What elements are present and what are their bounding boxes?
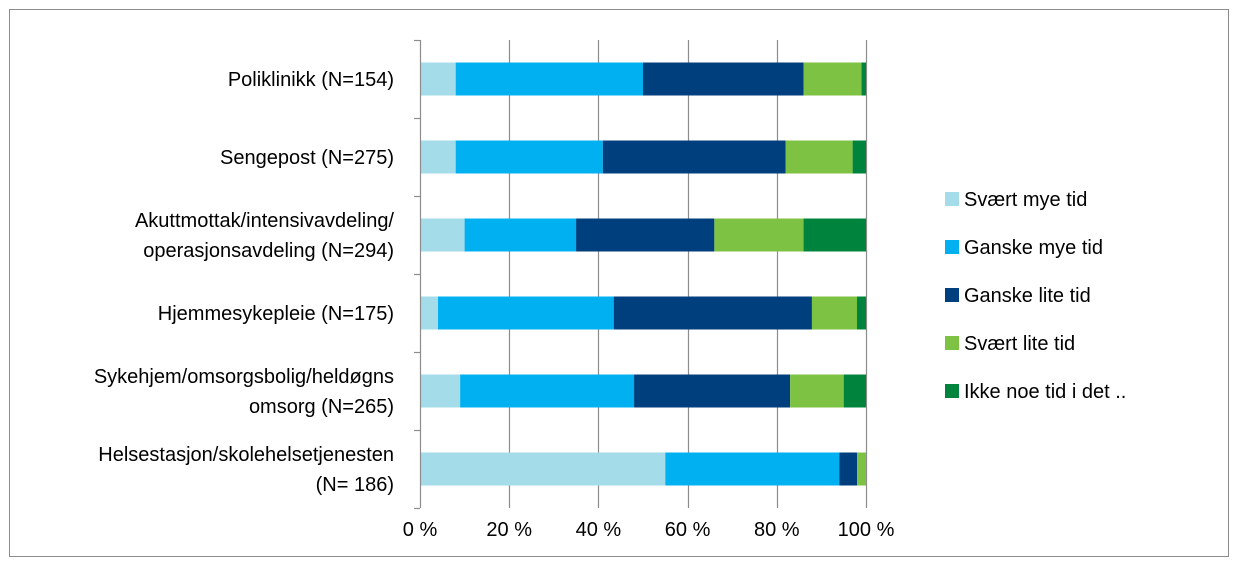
bar-segment	[857, 452, 866, 486]
category-label: Hjemmesykepleie (N=175)	[158, 303, 394, 325]
x-tick-label: 100 %	[838, 519, 895, 541]
category-label: operasjonsavdeling (N=294)	[143, 240, 394, 262]
category-label: Sengepost (N=275)	[220, 147, 394, 169]
legend-label: Svært lite tid	[964, 333, 1075, 355]
bar-segment	[790, 374, 844, 408]
bar-segment	[455, 140, 603, 174]
bars	[420, 62, 866, 486]
bar-segment	[856, 296, 866, 330]
x-tick-label: 20 %	[486, 519, 532, 541]
bar-segment	[811, 296, 857, 330]
gridlines	[508, 40, 868, 508]
legend-swatch	[945, 240, 959, 254]
bar-segment	[852, 140, 866, 174]
category-label: (N= 186)	[316, 474, 394, 496]
legend-label: Ganske mye tid	[964, 237, 1103, 259]
bar-segment	[803, 218, 866, 252]
bar-segment	[665, 452, 840, 486]
bar-segment	[420, 140, 456, 174]
bar-segment	[839, 452, 858, 486]
bar-segment	[420, 62, 456, 96]
legend-swatch	[945, 384, 959, 398]
legend-label: Svært mye tid	[964, 189, 1087, 211]
x-tick-label: 60 %	[665, 519, 711, 541]
bar-segment	[843, 374, 866, 408]
bar-segment	[634, 374, 791, 408]
bar-segment	[420, 452, 666, 486]
category-label: Helsestasjon/skolehelsetjenesten	[98, 444, 394, 466]
category-label: Poliklinikk (N=154)	[228, 69, 394, 91]
bar-segment	[438, 296, 614, 330]
bar-segment	[803, 62, 862, 96]
x-tick-label: 40 %	[576, 519, 622, 541]
bar-segment	[455, 62, 643, 96]
bar-segment	[460, 374, 635, 408]
category-label: Akuttmottak/intensivavdeling/	[135, 210, 394, 232]
legend-swatch	[945, 336, 959, 350]
bar-segment	[714, 218, 804, 252]
category-labels: Poliklinikk (N=154) Sengepost (N=275) Akut…	[94, 69, 395, 496]
bar-segment	[420, 218, 465, 252]
bar-segment	[420, 296, 439, 330]
legend-label: Ganske lite tid	[964, 285, 1091, 307]
legend-label: Ikke noe tid i det ..	[964, 381, 1126, 403]
bar-segment	[464, 218, 577, 252]
x-tick-label: 80 %	[754, 519, 800, 541]
legend: Svært mye tid Ganske mye tid Ganske lite t…	[945, 189, 1126, 403]
bar-segment	[420, 374, 461, 408]
x-tick-label: 0 %	[403, 519, 438, 541]
x-axis-tick-labels: 0 % 20 % 40 % 60 % 80 % 100 %	[403, 519, 895, 541]
bar-segment	[861, 62, 866, 96]
legend-swatch	[945, 192, 959, 206]
bar-segment	[643, 62, 804, 96]
category-label: omsorg (N=265)	[249, 396, 394, 418]
bar-segment	[785, 140, 853, 174]
bar-segment	[602, 140, 786, 174]
bar-segment	[613, 296, 812, 330]
legend-swatch	[945, 288, 959, 302]
bar-segment	[576, 218, 715, 252]
category-label: Sykehjem/omsorgsbolig/heldøgns	[94, 366, 394, 388]
y-axis	[414, 39, 422, 510]
